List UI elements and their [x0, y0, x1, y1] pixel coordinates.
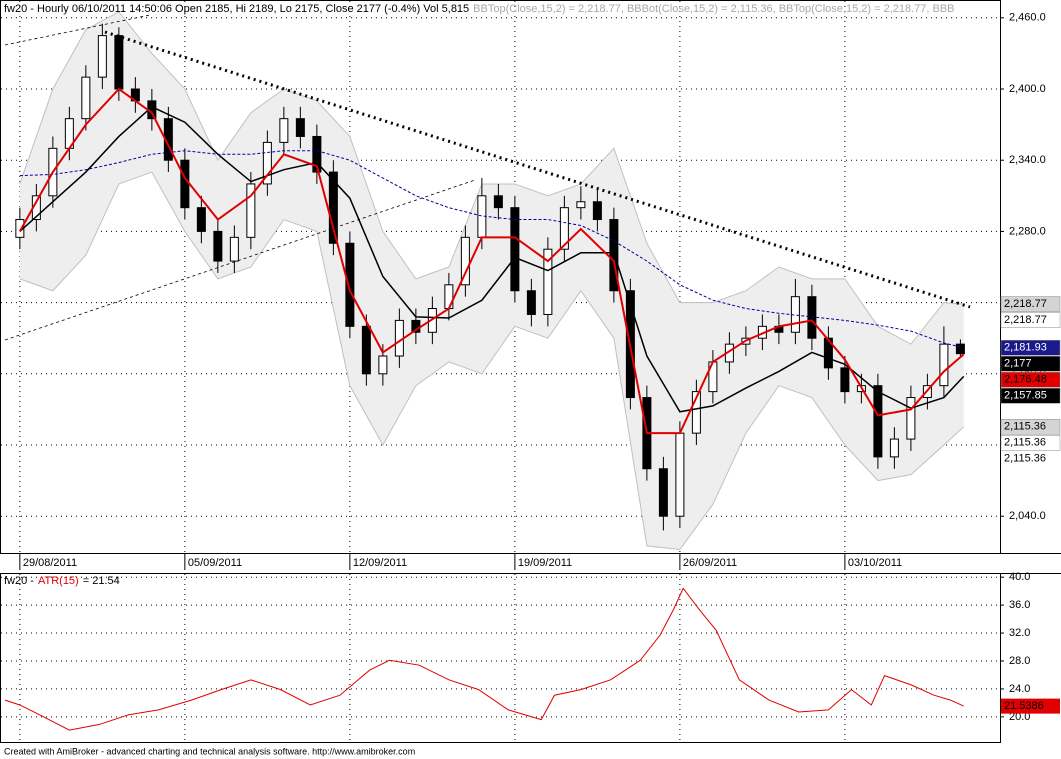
subtitle: BBTop(Close,15,2) = 2,218.77, BBBot(Clos…: [473, 3, 954, 15]
atr-title: fw20 - ATR(15) = 21.54: [4, 575, 120, 587]
value-marker-label: 2,218.77: [1004, 314, 1047, 326]
value-marker: [1000, 312, 1061, 328]
value-marker-label: 2,157.85: [1004, 390, 1047, 402]
value-marker-label: 2,176.48: [1004, 374, 1047, 386]
ma-line: [19, 150, 964, 349]
value-marker-label: 21.5386: [1004, 700, 1044, 712]
candle-body: [939, 343, 949, 387]
y-tick-label: 40.0: [1009, 571, 1030, 583]
value-marker: [1000, 356, 1061, 372]
y-tick-label: 24.0: [1009, 683, 1030, 695]
x-tick-label: 26/09/2011: [683, 557, 737, 569]
channel-line: [4, 14, 151, 46]
candle-body: [526, 290, 536, 315]
ma-line: [18, 87, 965, 435]
frame: [0, 0, 1061, 743]
plot-layer: [1, 1, 1000, 742]
candle-body: [444, 284, 454, 310]
band-lower: [19, 171, 965, 550]
candle-body: [493, 195, 503, 209]
value-marker: [1000, 388, 1061, 404]
value-marker-label: 2,181.93: [1004, 342, 1047, 354]
candle-body: [543, 248, 553, 315]
candle-body: [807, 296, 817, 339]
candle-body: [295, 118, 305, 137]
candle-body: [576, 201, 586, 209]
x-tick-label: 19/09/2011: [518, 557, 572, 569]
candle-body: [889, 438, 899, 458]
trendlines: [4, 14, 971, 341]
title-part: = 21.54: [83, 575, 120, 587]
candle-body: [114, 35, 124, 90]
y-tick-label: 2,400.0: [1009, 83, 1046, 95]
candle-body: [279, 118, 289, 143]
y-tick-label: 2,040.0: [1009, 510, 1046, 522]
candle-body: [196, 207, 206, 232]
value-marker: [1001, 698, 1060, 714]
x-tick-label: 03/10/2011: [848, 557, 902, 569]
candle-body: [328, 171, 338, 244]
candle-body: [658, 468, 668, 517]
candle-body: [840, 367, 850, 393]
value-marker-label: 2,218.77: [1004, 298, 1047, 310]
candle-body: [213, 230, 223, 262]
candle-body: [823, 337, 833, 369]
candle-body: [361, 325, 371, 375]
x-tick-label: 05/09/2011: [188, 557, 242, 569]
y-tick-label: 36.0: [1009, 599, 1030, 611]
x-tick-label: 12/09/2011: [353, 557, 407, 569]
title: fw20 - Hourly 06/10/2011 14:50:06 Open 2…: [4, 3, 469, 15]
candle-body: [873, 385, 883, 458]
candle-body: [262, 141, 272, 185]
atr-line: [4, 587, 964, 731]
ma-line: [19, 105, 965, 413]
candle-body: [955, 343, 965, 355]
value-marker-label: 2,115.36: [1004, 453, 1046, 465]
band-fill: [19, 11, 964, 550]
candle-body: [559, 207, 569, 250]
y-tick-label: 20.0: [1009, 711, 1030, 723]
candle-body: [906, 397, 916, 440]
y-tick-label: 2,280.0: [1009, 225, 1046, 237]
y-tick-label: 32.0: [1009, 627, 1030, 639]
candle-body: [691, 391, 701, 434]
title-part: ATR(15): [38, 575, 79, 587]
candle-body: [97, 35, 107, 78]
value-marker: [1000, 419, 1061, 435]
candle-body: [180, 159, 190, 209]
candle-body: [345, 242, 355, 327]
candle-body: [592, 201, 602, 221]
y-tick-label: 28.0: [1009, 655, 1030, 667]
chart-title: fw20 - Hourly 06/10/2011 14:50:06 Open 2…: [4, 3, 955, 15]
candle-body: [81, 76, 91, 120]
channel-line: [4, 179, 476, 341]
value-marker-label: 2,177: [1004, 358, 1032, 370]
candle-body: [510, 207, 520, 292]
y-tick-label: 2,460.0: [1009, 12, 1046, 24]
value-marker: [1000, 296, 1061, 312]
title-part: fw20 -: [4, 575, 34, 587]
candle-body: [312, 135, 322, 173]
value-marker: [1000, 340, 1061, 356]
candle-body: [229, 236, 239, 262]
candle-body: [246, 183, 256, 238]
trendline: [104, 30, 971, 309]
candle-body: [675, 432, 685, 517]
candle-body: [378, 355, 388, 375]
y-tick-label: 2,340.0: [1009, 154, 1046, 166]
value-marker-label: 2,115.36: [1004, 437, 1046, 449]
x-tick-label: 29/08/2011: [23, 557, 77, 569]
value-marker: [1000, 372, 1061, 388]
value-marker: [1000, 435, 1061, 451]
candle-body: [460, 236, 470, 286]
footer: Created with AmiBroker - advanced charti…: [4, 746, 415, 756]
value-marker-label: 2,115.36: [1004, 421, 1046, 433]
